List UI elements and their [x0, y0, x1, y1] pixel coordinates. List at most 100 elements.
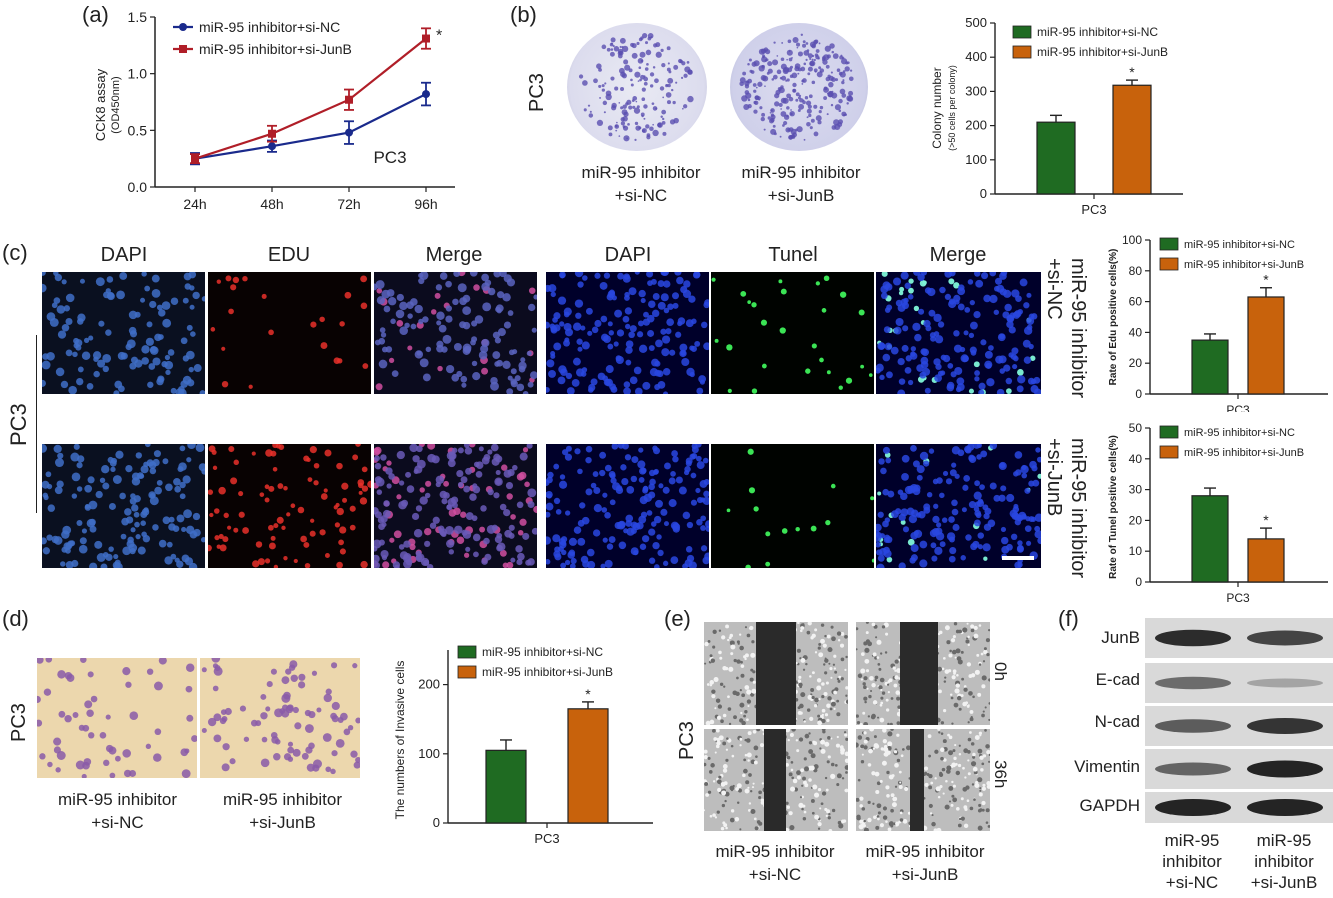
blot-band: [1155, 676, 1231, 690]
cell: [331, 750, 338, 757]
cell: [290, 503, 296, 509]
cell: [281, 676, 290, 685]
cell: [396, 293, 404, 302]
cell: [213, 666, 223, 676]
cell: [980, 339, 987, 346]
y-axis-label-sub: (OD450nm): [110, 76, 122, 133]
colony: [786, 93, 792, 99]
cell: [826, 718, 830, 723]
cell: [900, 298, 908, 306]
cell: [128, 326, 137, 335]
cell: [758, 796, 762, 800]
cell: [962, 627, 968, 633]
cell: [125, 464, 133, 473]
cell: [988, 753, 990, 757]
wound-gap: [756, 622, 796, 725]
cell: [867, 763, 872, 767]
colony: [633, 107, 641, 114]
cell: [960, 694, 964, 697]
cell: [708, 770, 713, 774]
cell: [432, 516, 440, 524]
cell: [120, 533, 127, 540]
caption-line: inhibitor: [1254, 852, 1314, 871]
cell: [948, 800, 952, 803]
cell: [679, 349, 687, 358]
panel-d-caption-left: miR-95 inhibitor +si-NC: [30, 788, 205, 834]
cell: [813, 764, 819, 770]
cell: [435, 284, 443, 291]
cell: [604, 512, 611, 519]
tunel-header-tunel: Tunel: [768, 244, 818, 266]
cell: [560, 562, 567, 568]
cell: [943, 680, 947, 683]
cell: [233, 459, 239, 465]
cell: [912, 460, 920, 468]
colony: [610, 76, 615, 81]
cell: [506, 388, 514, 394]
cell: [445, 280, 452, 288]
cell: [790, 761, 794, 764]
cell: [71, 472, 81, 482]
cell: [403, 540, 411, 548]
cell: [969, 299, 975, 306]
cell: [700, 321, 708, 329]
cell: [76, 462, 83, 469]
colony: [623, 59, 629, 65]
cell: [176, 514, 185, 523]
cell: [83, 758, 92, 766]
cell: [78, 544, 88, 554]
cell: [261, 736, 268, 743]
significance-star: *: [436, 28, 442, 45]
cell: [948, 555, 956, 563]
colony: [848, 90, 854, 96]
cell: [803, 757, 807, 761]
cell: [845, 655, 848, 659]
cell: [874, 771, 880, 777]
cell: [863, 676, 868, 681]
bar: [1191, 339, 1229, 395]
cell: [913, 305, 920, 312]
caption-line: +si-NC: [748, 865, 802, 884]
cell: [76, 318, 84, 325]
cell: [427, 453, 436, 463]
cell: [323, 488, 328, 493]
cell: [861, 753, 864, 756]
cell: [473, 284, 480, 291]
cell: [730, 789, 734, 792]
cell: [901, 344, 909, 352]
cell: [863, 739, 868, 744]
cell: [704, 552, 709, 561]
cell: [273, 564, 279, 568]
y-tick-label: 100: [1122, 233, 1142, 247]
cell: [812, 741, 818, 746]
data-point: [345, 95, 353, 104]
cell: [899, 286, 905, 292]
cell: [336, 561, 343, 568]
cell: [606, 543, 614, 550]
cell: [564, 337, 570, 343]
cell: [615, 355, 622, 362]
cell: [828, 737, 831, 740]
cell: [824, 634, 827, 638]
cell: [739, 633, 742, 636]
cell: [721, 790, 727, 796]
cell: [47, 504, 56, 512]
cell: [81, 773, 87, 778]
colony: [652, 106, 658, 111]
cell: [752, 729, 757, 734]
cell: [812, 784, 818, 790]
cell: [472, 485, 481, 494]
colony: [643, 81, 648, 86]
cell: [281, 525, 286, 531]
cell: [704, 809, 706, 812]
cell: [129, 497, 137, 505]
cell: [657, 280, 665, 287]
cell: [844, 634, 848, 639]
cell: [964, 776, 967, 779]
cell: [53, 444, 62, 454]
cell: [154, 333, 162, 342]
cell: [749, 625, 754, 631]
cell: [424, 527, 432, 536]
cell: [74, 339, 83, 347]
